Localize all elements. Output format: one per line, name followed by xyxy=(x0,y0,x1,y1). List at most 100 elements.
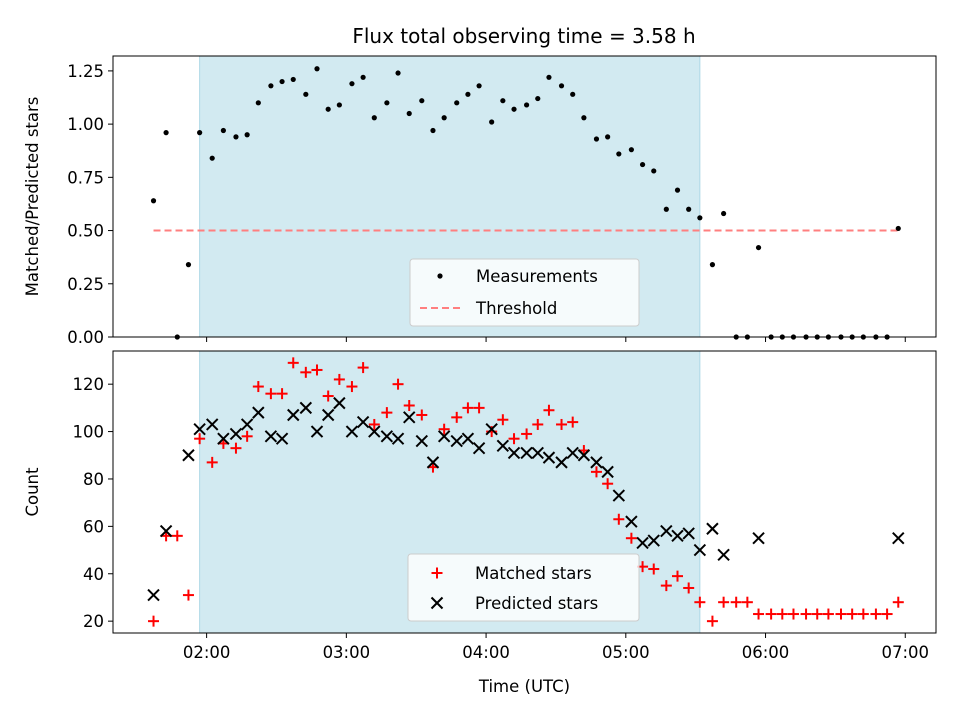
measurement-point xyxy=(430,127,436,134)
predicted-star-point xyxy=(299,401,313,415)
legend-bottom: Matched stars Predicted stars xyxy=(407,553,640,622)
matched-star-point xyxy=(230,442,242,454)
matched-star-point xyxy=(683,582,695,594)
predicted-star-point xyxy=(472,441,486,455)
matched-star-point xyxy=(182,589,194,601)
matched-star-point xyxy=(870,608,882,620)
measurement-point xyxy=(535,95,541,102)
legend-matched-marker xyxy=(431,567,443,579)
matched-star-point xyxy=(776,608,788,620)
legend-label: Threshold xyxy=(475,299,557,318)
matched-star-point xyxy=(881,608,893,620)
matched-star-point xyxy=(765,608,777,620)
predicted-star-point xyxy=(380,430,394,443)
measurement-point xyxy=(651,168,657,174)
count-panel: 20 40 60 80 100 120 02:00 03:00 04:00 05:00 06:00 0… xyxy=(23,350,937,696)
predicted-star-point xyxy=(601,465,614,479)
legend-measurement-marker xyxy=(437,273,443,279)
measurement-point xyxy=(360,74,366,80)
measurement-point xyxy=(268,83,274,89)
measurement-point xyxy=(546,74,552,80)
predicted-star-point xyxy=(612,489,626,502)
matched-star-point xyxy=(521,428,533,440)
measurement-point xyxy=(523,102,530,108)
measurement-point xyxy=(209,155,215,161)
y-tick-label: 0.75 xyxy=(67,168,104,187)
measurement-point xyxy=(255,100,261,106)
predicted-star-point xyxy=(693,543,707,557)
measurement-point xyxy=(895,225,901,232)
predicted-star-point xyxy=(193,422,206,436)
predicted-star-point xyxy=(671,529,684,543)
matched-star-point xyxy=(438,423,450,435)
x-axis-label: Time (UTC) xyxy=(478,677,570,696)
measurement-point xyxy=(476,83,482,89)
matched-star-point xyxy=(741,596,753,608)
legend-label: Measurements xyxy=(476,267,598,286)
predicted-star-point xyxy=(577,449,591,462)
predicted-star-point xyxy=(345,425,359,438)
measurement-point xyxy=(349,81,355,87)
measurement-point xyxy=(395,70,401,76)
measurement-point xyxy=(593,136,600,142)
predicted-star-point xyxy=(660,524,673,538)
predicted-star-point xyxy=(426,456,440,469)
x-tick-label: 07:00 xyxy=(881,643,929,662)
matched-star-point xyxy=(381,407,393,419)
matched-star-point xyxy=(846,608,858,620)
predicted-star-point xyxy=(625,515,638,528)
predicted-star-point xyxy=(682,527,695,540)
measurement-point xyxy=(406,110,412,117)
y-axis-label: Count xyxy=(23,467,42,517)
matched-star-point xyxy=(811,608,823,620)
predicted-star-point xyxy=(159,524,173,538)
measurement-point xyxy=(465,91,471,97)
predicted-star-point xyxy=(264,430,278,443)
predicted-star-point xyxy=(450,434,463,448)
x-tick-label: 02:00 xyxy=(183,643,231,662)
matched-star-point xyxy=(473,402,485,414)
matched-star-point xyxy=(532,418,544,430)
matched-star-point xyxy=(451,411,463,423)
predicted-star-point xyxy=(717,548,730,562)
matched-star-point xyxy=(311,364,323,376)
matched-star-point xyxy=(672,570,684,582)
y-tick-label: 0.00 xyxy=(67,328,104,347)
matched-star-point xyxy=(194,433,206,445)
matched-star-point xyxy=(602,478,614,490)
predicted-star-point xyxy=(706,522,719,535)
y-tick-label: 100 xyxy=(73,423,105,442)
measurement-point xyxy=(197,130,203,136)
measurement-point xyxy=(371,115,377,121)
matched-star-point xyxy=(835,608,847,620)
matched-star-point xyxy=(241,430,253,442)
measurement-point xyxy=(511,106,517,112)
measurement-point xyxy=(336,102,342,108)
measurement-point xyxy=(150,198,157,204)
legend-label: Predicted stars xyxy=(475,594,598,613)
predicted-star-point xyxy=(590,456,603,469)
matched-star-point xyxy=(590,466,602,478)
predicted-star-point xyxy=(252,406,265,419)
measurement-point xyxy=(755,244,762,251)
legend-predicted-marker xyxy=(430,596,444,610)
matched-star-point xyxy=(753,608,765,620)
matched-star-point xyxy=(392,378,404,390)
measurement-point xyxy=(639,161,646,168)
measurement-point xyxy=(605,134,611,140)
matched-star-point xyxy=(694,596,706,608)
y-tick-label: 120 xyxy=(73,375,105,394)
matched-star-point xyxy=(508,433,520,445)
measurement-point xyxy=(419,98,425,104)
predicted-star-point xyxy=(555,456,568,469)
matched-star-point xyxy=(892,596,904,608)
measurement-point xyxy=(558,83,565,89)
measurement-point xyxy=(384,100,390,106)
matched-star-point xyxy=(333,373,345,385)
matched-star-point xyxy=(462,402,474,414)
matched-star-point xyxy=(822,608,834,620)
measurement-point xyxy=(686,206,692,212)
measurement-point xyxy=(279,78,285,85)
measurement-point xyxy=(674,187,681,193)
matched-star-point xyxy=(567,416,579,428)
